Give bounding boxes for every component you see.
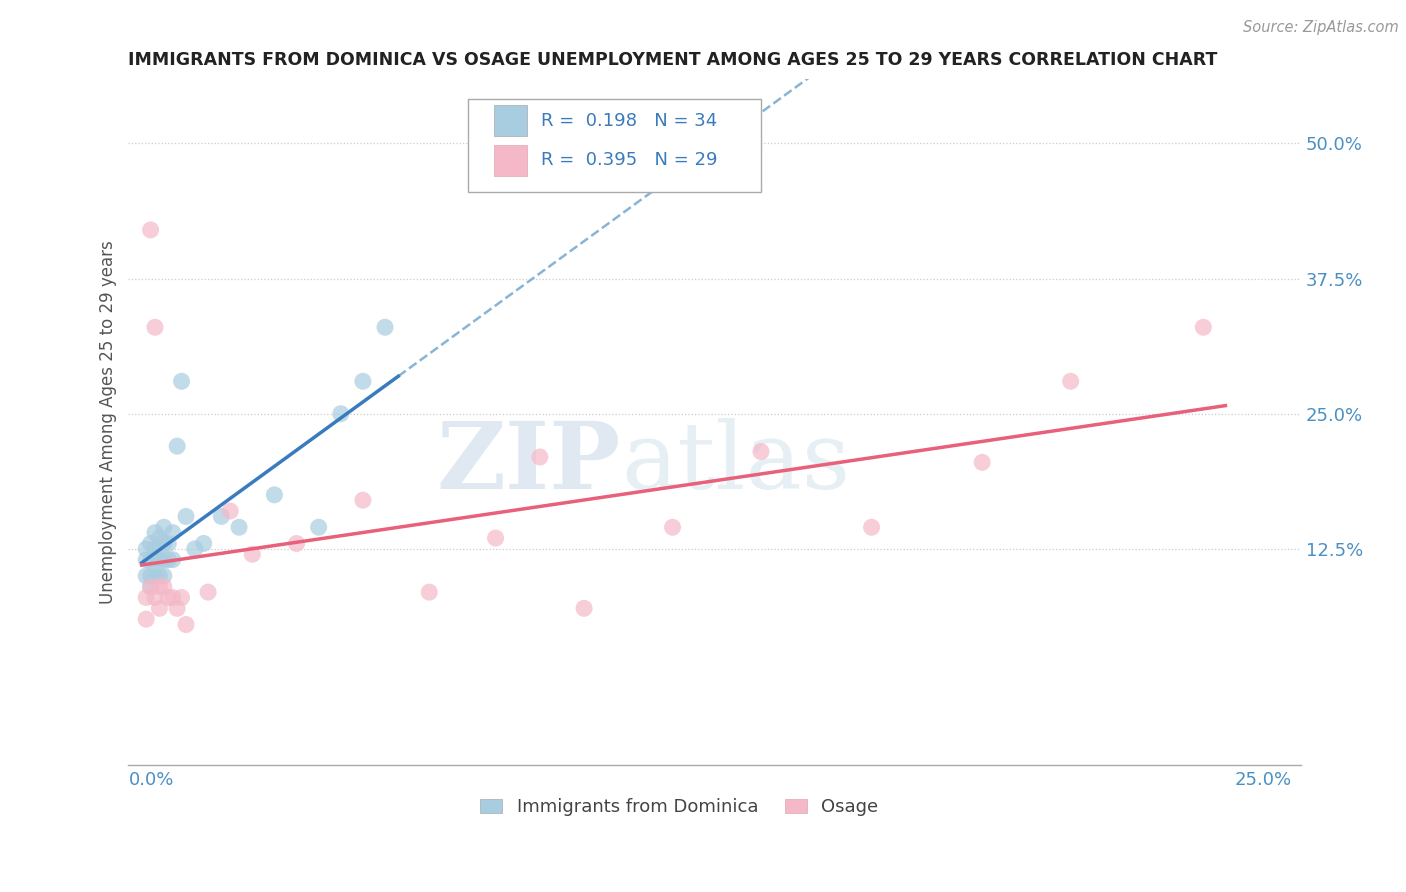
Point [240,547,263,561]
Text: Source: ZipAtlas.com: Source: ZipAtlas.com [1243,20,1399,35]
Point [749,444,772,458]
Text: ZIP: ZIP [436,418,621,508]
Point [148,569,170,583]
Point [972,455,994,469]
Point [1059,374,1081,388]
Point [572,601,595,615]
Point [661,520,683,534]
Text: IMMIGRANTS FROM DOMINICA VS OSAGE UNEMPLOYMENT AMONG AGES 25 TO 29 YEARS CORRELA: IMMIGRANTS FROM DOMINICA VS OSAGE UNEMPL… [128,51,1218,69]
Point [143,541,166,556]
Point [162,525,184,540]
Point [139,580,162,594]
Point [170,591,193,605]
Point [529,450,551,464]
Text: R =  0.198   N = 34: R = 0.198 N = 34 [541,112,717,129]
Point [352,493,374,508]
Point [135,591,157,605]
Point [157,536,180,550]
Point [263,488,285,502]
Point [148,580,170,594]
Point [170,374,193,388]
Point [153,552,176,566]
Point [139,223,162,237]
Point [193,536,215,550]
Point [153,536,176,550]
Point [308,520,330,534]
Point [157,591,180,605]
Point [166,439,188,453]
Point [352,374,374,388]
Text: 25.0%: 25.0% [1234,771,1292,789]
Point [139,580,162,594]
Point [329,407,352,421]
FancyBboxPatch shape [494,105,527,136]
Point [162,552,184,566]
Point [219,504,242,518]
Point [484,531,506,545]
Point [184,541,207,556]
Text: atlas: atlas [621,418,851,508]
Point [162,591,184,605]
Point [153,569,176,583]
Point [139,552,162,566]
Point [135,552,157,566]
Point [135,541,157,556]
Point [418,585,440,599]
Point [143,591,166,605]
Text: R =  0.395   N = 29: R = 0.395 N = 29 [541,151,717,169]
Y-axis label: Unemployment Among Ages 25 to 29 years: Unemployment Among Ages 25 to 29 years [100,240,117,604]
Legend: Immigrants from Dominica, Osage: Immigrants from Dominica, Osage [474,791,886,823]
Point [209,509,232,524]
Point [166,601,188,615]
Point [374,320,396,334]
Point [139,569,162,583]
Point [143,525,166,540]
Point [285,536,308,550]
Point [135,569,157,583]
Point [148,531,170,545]
Point [197,585,219,599]
Point [143,552,166,566]
Point [860,520,883,534]
Point [174,617,197,632]
Point [157,552,180,566]
Point [148,552,170,566]
Point [139,536,162,550]
Point [153,520,176,534]
Text: 0.0%: 0.0% [128,771,174,789]
Point [174,509,197,524]
Point [143,320,166,334]
Point [153,580,176,594]
Point [148,601,170,615]
Point [135,612,157,626]
Point [143,569,166,583]
Point [1192,320,1215,334]
FancyBboxPatch shape [494,145,527,176]
FancyBboxPatch shape [468,99,762,192]
Point [228,520,250,534]
